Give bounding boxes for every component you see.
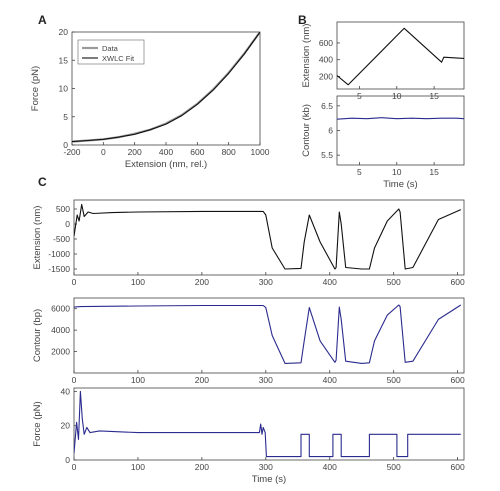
y-tick-label: -1000 <box>48 249 70 259</box>
y-axis-label: Force (pN) <box>32 401 43 446</box>
chart-b-bottom: 5 10 15 5.5 6 6.5 Time (s) Contour (kb) <box>301 95 465 190</box>
chart-c-middle: 0 100 200 300 400 500 600 2000 4000 6000 Contour (… <box>32 297 465 385</box>
x-tick-label: 400 <box>323 375 337 385</box>
x-tick-label: 600 <box>190 147 204 157</box>
x-tick-label: 0 <box>72 277 77 287</box>
y-tick-label: 4000 <box>51 325 70 335</box>
x-tick-label: 300 <box>259 375 273 385</box>
y-axis-label: Extension (nm) <box>32 206 43 270</box>
x-tick-label: 500 <box>387 462 401 472</box>
x-tick-label: 0 <box>101 147 106 157</box>
y-tick-label: 40 <box>61 386 71 396</box>
y-tick-label: 5 <box>63 112 68 122</box>
series-line-c-top <box>74 203 462 270</box>
y-tick-label: 600 <box>319 38 333 48</box>
x-tick-label: 200 <box>195 375 209 385</box>
y-tick-label: -1500 <box>48 264 70 274</box>
x-tick-label: 500 <box>387 277 401 287</box>
x-tick-label: 600 <box>451 375 465 385</box>
y-tick-label: 0 <box>65 219 70 229</box>
x-tick-label: 400 <box>323 277 337 287</box>
y-tick-label: 0 <box>63 140 68 150</box>
panel-label-b: B <box>298 13 307 27</box>
y-tick-label: 5.5 <box>321 150 333 160</box>
x-tick-label: 100 <box>131 462 145 472</box>
x-tick-label: 15 <box>429 167 439 177</box>
y-tick-label: 500 <box>56 204 70 214</box>
plot-frame <box>73 199 465 276</box>
panel-label-c: C <box>38 175 47 189</box>
y-tick-label: 20 <box>61 421 71 431</box>
y-tick-label: 0 <box>65 455 70 465</box>
x-tick-label: 400 <box>159 147 173 157</box>
y-tick-label: 10 <box>59 84 69 94</box>
chart-c-top: 0 100 200 300 400 500 600 -1500 -1000 -500 0 500 Ext… <box>32 199 465 287</box>
plot-frame <box>336 95 465 166</box>
legend-entry: XWLC Fit <box>102 54 135 63</box>
x-tick-label: -200 <box>63 147 80 157</box>
x-tick-label: 1000 <box>251 147 270 157</box>
x-tick-label: 200 <box>128 147 142 157</box>
x-tick-label: 300 <box>259 277 273 287</box>
y-tick-label: 6000 <box>51 304 70 314</box>
y-axis-label: Force (pN) <box>30 66 41 111</box>
x-tick-label: 200 <box>195 462 209 472</box>
x-axis-label: Extension (nm, rel.) <box>125 159 207 170</box>
y-axis-label: Contour (kb) <box>301 104 312 157</box>
y-tick-label: 6 <box>328 126 333 136</box>
plot-frame <box>336 21 465 90</box>
x-tick-label: 5 <box>357 167 362 177</box>
x-tick-label: 0 <box>72 375 77 385</box>
plot-frame <box>73 297 465 374</box>
x-tick-label: 500 <box>387 375 401 385</box>
x-tick-label: 200 <box>195 277 209 287</box>
series-line-c-bottom <box>74 390 461 458</box>
x-axis-label: Time (s) <box>383 179 417 190</box>
panel-label-a: A <box>38 13 47 27</box>
y-tick-label: 200 <box>319 71 333 81</box>
y-tick-label: 15 <box>59 55 69 65</box>
x-tick-label: 100 <box>131 375 145 385</box>
plot-frame <box>73 387 465 461</box>
y-axis-label: Contour (bp) <box>32 309 43 362</box>
y-tick-label: 20 <box>59 27 69 37</box>
x-tick-label: 0 <box>72 462 77 472</box>
x-tick-label: 10 <box>392 167 402 177</box>
series-line-c-middle <box>74 304 462 364</box>
legend-box <box>77 39 145 65</box>
y-axis-label: Extension (nm) <box>301 24 312 88</box>
y-tick-label: 6.5 <box>321 101 333 111</box>
x-axis-label: Time (s) <box>252 474 286 485</box>
x-tick-label: 300 <box>259 462 273 472</box>
x-tick-label: 400 <box>323 462 337 472</box>
y-tick-label: -500 <box>53 234 70 244</box>
chart-c-bottom: 0 100 200 300 400 500 600 0 20 40 Time (s) Force (p… <box>32 386 465 485</box>
x-tick-label: 600 <box>451 277 465 287</box>
series-line-b-bottom <box>337 117 464 120</box>
y-tick-label: 400 <box>319 55 333 65</box>
series-line-xwlc-fit <box>72 32 260 143</box>
series-line-b-top <box>337 27 464 86</box>
y-tick-label: 2000 <box>51 347 70 357</box>
x-tick-label: 800 <box>222 147 236 157</box>
x-tick-label: 100 <box>131 277 145 287</box>
legend-entry: Data <box>102 44 119 53</box>
x-tick-label: 600 <box>451 462 465 472</box>
